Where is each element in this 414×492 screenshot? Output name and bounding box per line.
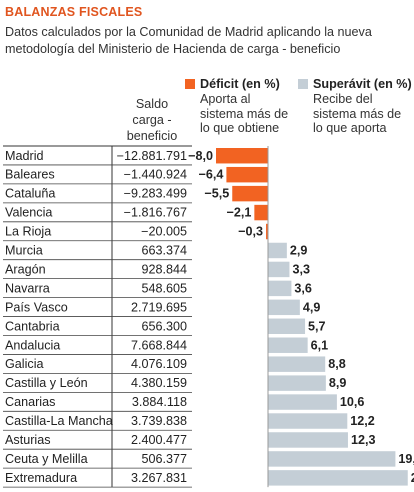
- region-label: Valencia: [5, 206, 52, 220]
- region-label: Ceuta y Melilla: [5, 452, 88, 466]
- superavit-bar: [268, 413, 348, 429]
- bar-value-label: 4,9: [303, 300, 321, 314]
- superavit-bar: [268, 451, 396, 467]
- saldo-value: 4.076.109: [131, 357, 187, 371]
- bar-value-label: 3,6: [294, 281, 312, 295]
- legend-deficit-desc-line: lo que obtiene: [200, 121, 280, 135]
- legend-deficit-label: Déficit (en %): [200, 77, 280, 91]
- legend-superavit: Superávit (en %) Recibe del sistema más …: [298, 77, 412, 136]
- deficit-swatch: [185, 79, 195, 89]
- saldo-value: −9.283.499: [124, 187, 187, 201]
- region-label: Galicia: [5, 357, 44, 371]
- region-label: Canarias: [5, 395, 55, 409]
- saldo-value: 928.844: [141, 262, 187, 276]
- legend-superavit-desc-line: lo que aporta: [313, 121, 387, 135]
- deficit-bar: [254, 204, 268, 221]
- bar-value-label: 8,8: [328, 357, 346, 371]
- saldo-value: 2.400.477: [131, 433, 187, 447]
- saldo-header-line: carga -: [132, 113, 172, 127]
- superavit-swatch: [298, 79, 308, 89]
- superavit-bar: [268, 261, 290, 278]
- region-label: Madrid: [5, 149, 44, 163]
- legend-superavit-desc-line: Recibe del: [313, 92, 373, 106]
- saldo-value: −1.816.767: [124, 206, 187, 220]
- saldo-value: 4.380.159: [131, 376, 187, 390]
- region-label: Andalucia: [5, 338, 60, 352]
- saldo-value: 2.719.695: [131, 300, 187, 314]
- deficit-bar: [266, 223, 268, 240]
- bar-value-label: −5,5: [204, 187, 229, 201]
- saldo-value: 656.300: [141, 319, 187, 333]
- saldo-value: 506.377: [141, 452, 187, 466]
- bar-value-label: −2,1: [226, 206, 251, 220]
- legend-superavit-desc-line: sistema más de: [313, 106, 402, 121]
- legend-deficit-desc-line: Aporta al: [200, 92, 251, 106]
- saldo-header-line: Saldo: [135, 97, 169, 111]
- superavit-bar: [268, 356, 326, 372]
- bar-value-label: −6,4: [199, 168, 224, 182]
- region-label: Castilla y León: [5, 376, 88, 390]
- saldo-value: 3.739.838: [131, 414, 187, 428]
- superavit-bar: [268, 337, 308, 353]
- bar-value-label: 8,9: [329, 376, 347, 390]
- chart-title: BALANZAS FISCALES: [5, 5, 143, 19]
- region-label: Baleares: [5, 168, 55, 182]
- region-label: Cataluña: [5, 187, 55, 201]
- bar-value-label: −0,3: [238, 225, 263, 239]
- bar-value-label: −8,0: [188, 149, 213, 163]
- bar-value-label: 5,7: [308, 319, 326, 333]
- region-label: Castilla-La Mancha: [5, 414, 113, 428]
- legend-superavit-label: Superávit (en %): [313, 77, 412, 91]
- saldo-value: −20.005: [141, 225, 187, 239]
- bar-value-label: 2,9: [290, 244, 308, 258]
- region-label: Extremadura: [5, 471, 77, 485]
- superavit-bar: [268, 432, 348, 448]
- deficit-bar: [216, 148, 268, 164]
- bar-value-label: 12,3: [351, 433, 376, 447]
- saldo-value: −1.440.924: [124, 168, 187, 182]
- bar-value-label: 12,2: [350, 414, 375, 428]
- region-label: Aragón: [5, 262, 46, 276]
- deficit-bar: [232, 185, 268, 202]
- superavit-bar: [268, 375, 326, 391]
- region-label: Navarra: [5, 281, 50, 295]
- superavit-bar: [268, 299, 300, 316]
- superavit-bar: [268, 280, 292, 297]
- saldo-value: 663.374: [141, 244, 187, 258]
- saldo-value: −12.881.791: [117, 149, 187, 163]
- saldo-column-header: Saldo carga - beneficio: [112, 96, 192, 144]
- superavit-bar: [268, 242, 287, 259]
- region-label: Murcia: [5, 244, 43, 258]
- bar-value-label: 21,5: [411, 471, 414, 485]
- superavit-bar: [268, 394, 337, 410]
- region-label: Cantabria: [5, 319, 60, 333]
- superavit-bar: [268, 318, 306, 334]
- chart-subtitle: Datos calculados por la Comunidad de Mad…: [5, 25, 372, 56]
- deficit-bar: [226, 166, 268, 183]
- saldo-value: 7.668.844: [131, 338, 187, 352]
- saldo-value: 548.605: [141, 281, 187, 295]
- bar-value-label: 19,6: [398, 452, 414, 466]
- legend-deficit-desc-line: sistema más de: [200, 106, 289, 121]
- region-label: País Vasco: [5, 300, 68, 314]
- region-label: La Rioja: [5, 225, 51, 239]
- bar-value-label: 10,6: [340, 395, 365, 409]
- saldo-header-line: beneficio: [126, 129, 178, 143]
- legend-deficit: Déficit (en %) Aporta al sistema más de …: [185, 77, 288, 136]
- superavit-bar: [268, 470, 408, 486]
- saldo-value: 3.884.118: [132, 395, 187, 409]
- region-label: Asturias: [5, 433, 51, 447]
- saldo-value: 3.267.831: [131, 471, 187, 485]
- bar-value-label: 3,3: [292, 262, 310, 276]
- bar-value-label: 6,1: [311, 338, 329, 352]
